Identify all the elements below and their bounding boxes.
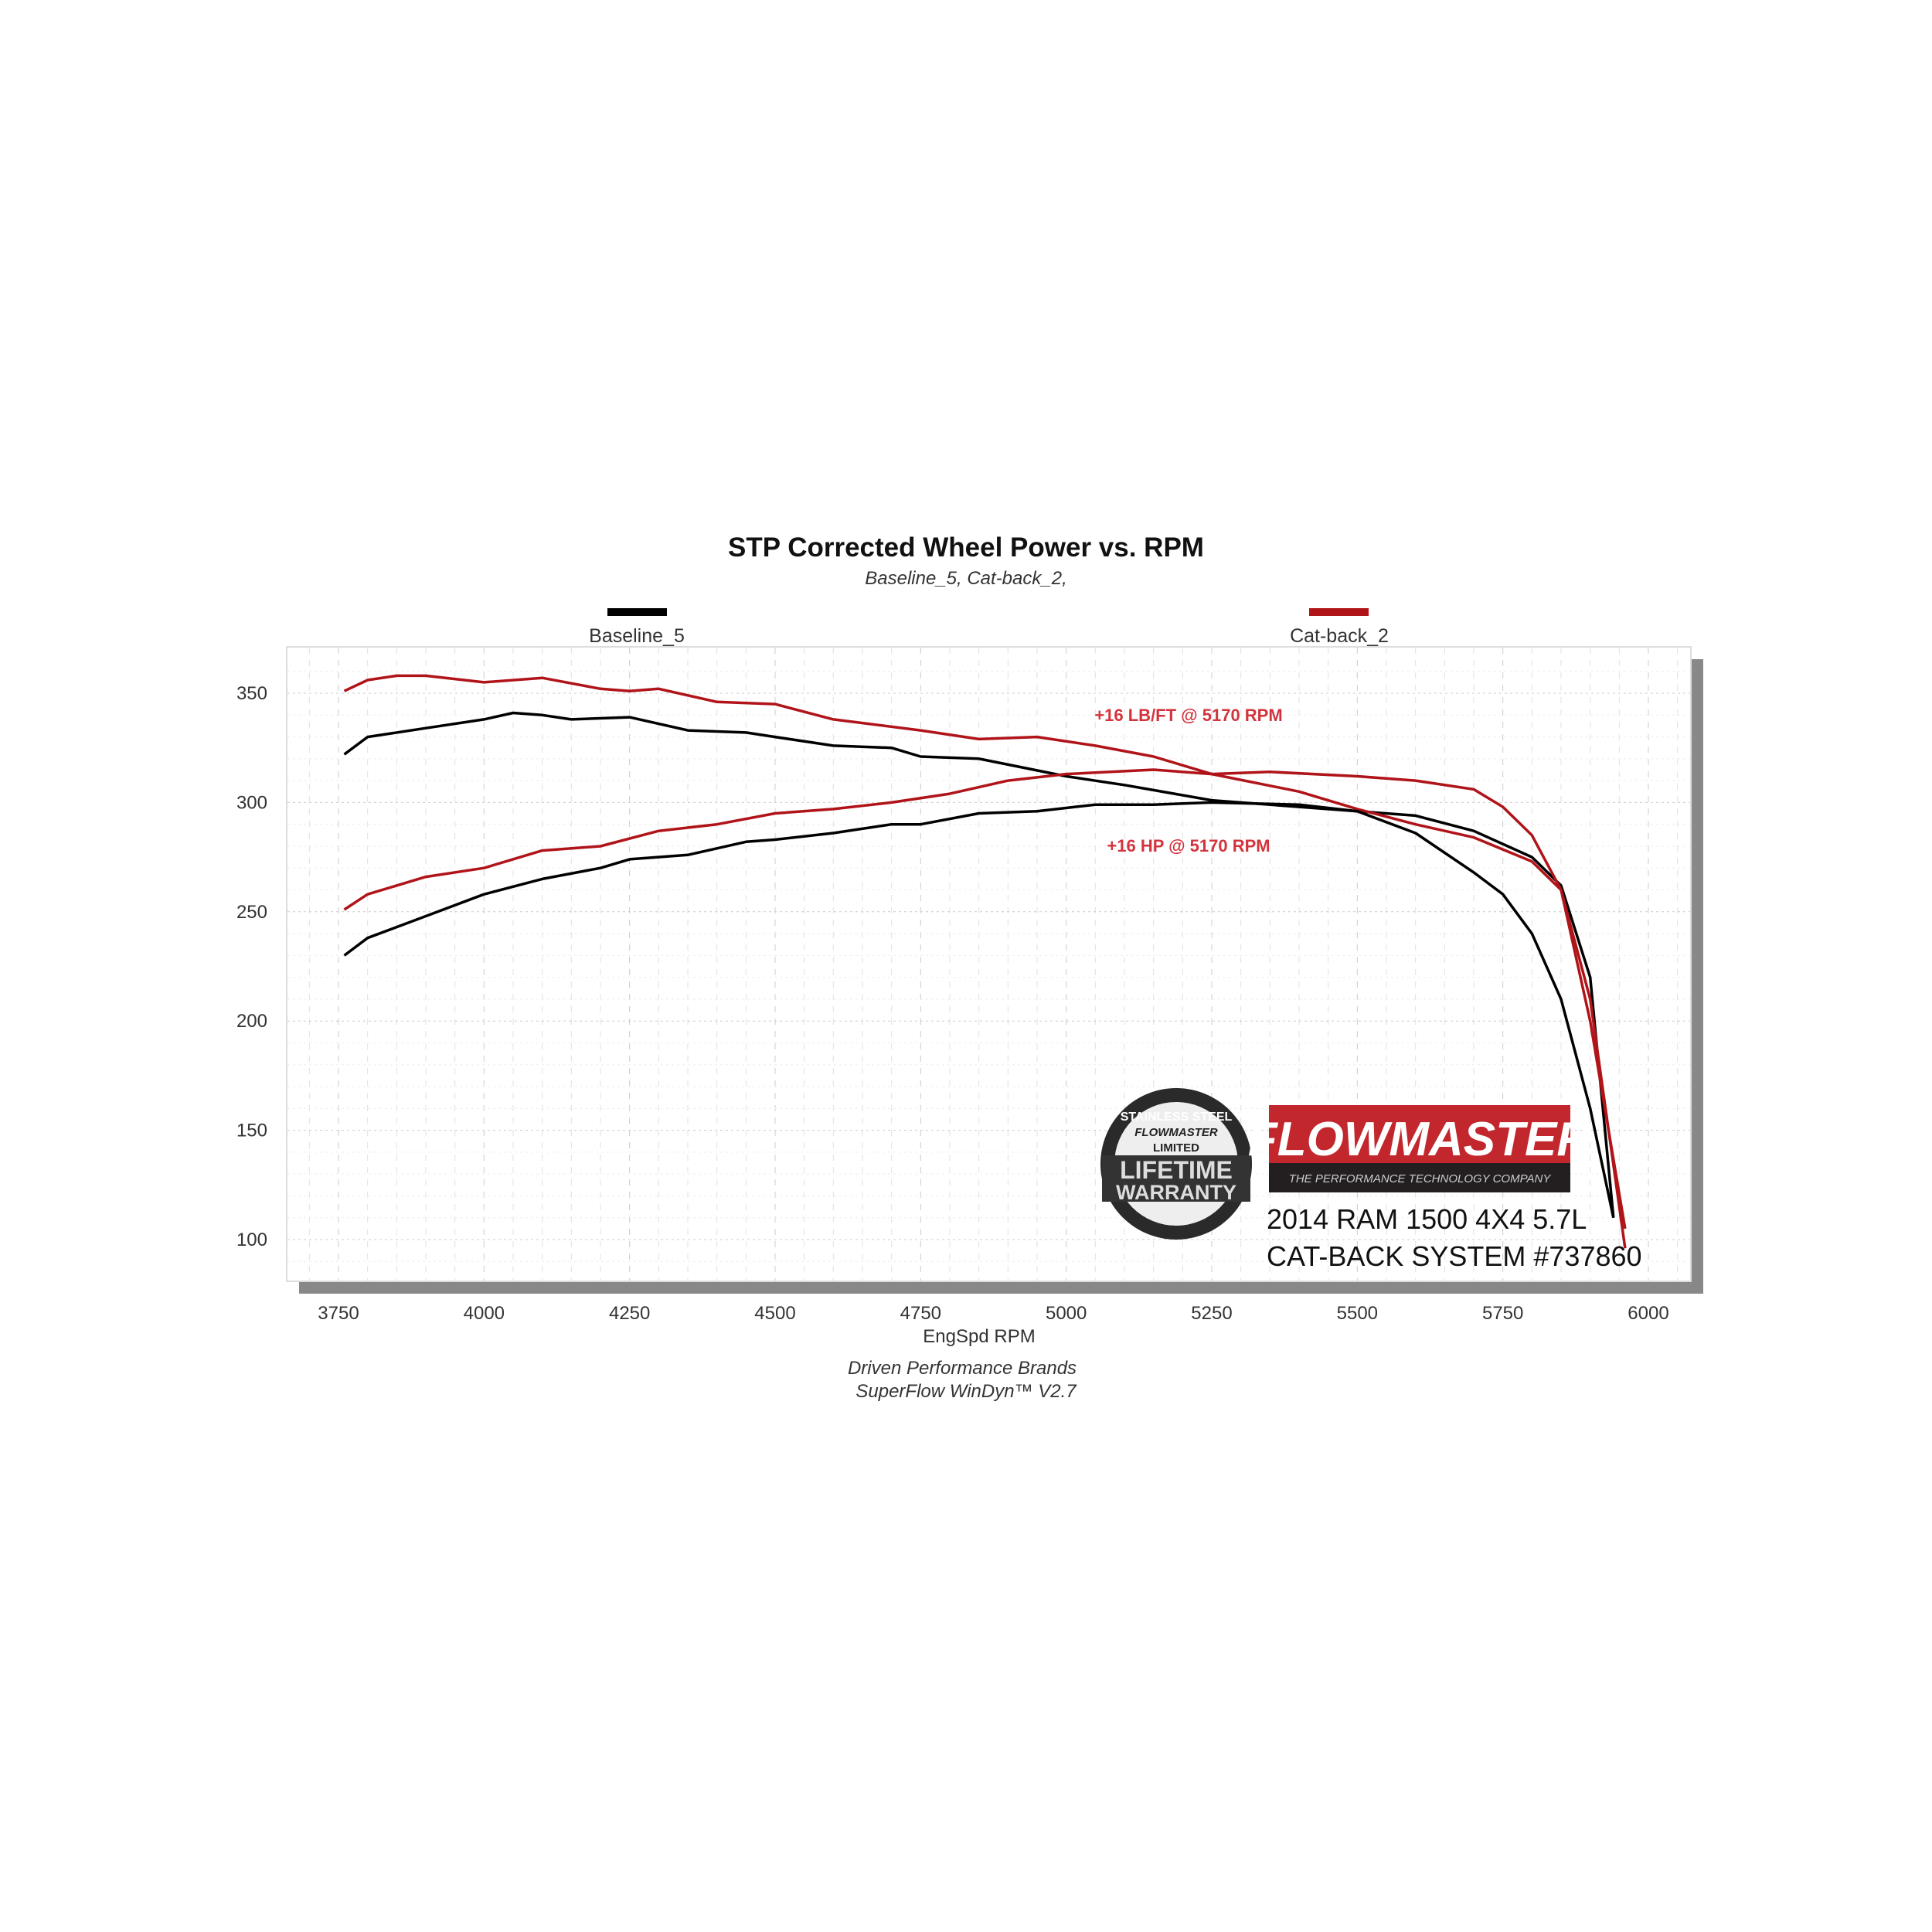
series-line-cat-back-2-3 [343, 768, 1627, 1230]
system-caption: CAT-BACK SYSTEM #737860 [1267, 1240, 1642, 1272]
torque-gain-annotation: +16 LB/FT @ 5170 RPM [1094, 706, 1282, 725]
legend-swatch-baseline [607, 608, 667, 616]
x-tick-label: 4000 [464, 1303, 505, 1324]
legend-label-baseline: Baseline_5 [589, 625, 685, 647]
svg-text:FLOWMASTER: FLOWMASTER [1248, 1113, 1591, 1166]
y-tick-label: 150 [236, 1121, 267, 1141]
x-tick-label: 4500 [754, 1303, 795, 1324]
y-tick-label: 350 [236, 683, 267, 704]
footer-software: SuperFlow WinDyn™ V2.7 [855, 1381, 1077, 1402]
svg-text:LIFETIME: LIFETIME [1120, 1156, 1233, 1184]
chart-subtitle: Baseline_5, Cat-back_2, [865, 568, 1067, 589]
y-axis: 100 150 200 250 300 350 [236, 683, 267, 1250]
hp-gain-annotation: +16 HP @ 5170 RPM [1107, 836, 1270, 855]
svg-text:WARRANTY: WARRANTY [1116, 1181, 1236, 1204]
svg-text:LIMITED: LIMITED [1153, 1141, 1199, 1155]
x-tick-label: 6000 [1628, 1303, 1668, 1324]
x-tick-label: 5250 [1191, 1303, 1232, 1324]
x-axis-label: EngSpd RPM [923, 1326, 1035, 1347]
x-tick-label: 5500 [1337, 1303, 1378, 1324]
series-line-baseline-5-2 [343, 801, 1615, 1219]
vehicle-caption: 2014 RAM 1500 4X4 5.7L [1267, 1203, 1587, 1235]
series-lines [343, 674, 1627, 1249]
series-line-cat-back-2-1 [343, 674, 1627, 1249]
svg-text:THE PERFORMANCE TECHNOLOGY COM: THE PERFORMANCE TECHNOLOGY COMPANY [1289, 1172, 1552, 1185]
x-tick-label: 3750 [318, 1303, 359, 1324]
svg-text:STAINLESS STEEL: STAINLESS STEEL [1121, 1111, 1233, 1124]
svg-text:FLOWMASTER: FLOWMASTER [1134, 1126, 1218, 1139]
series-line-baseline-5-0 [343, 711, 1615, 1218]
y-tick-label: 300 [236, 792, 267, 813]
footer-company: Driven Performance Brands [848, 1358, 1077, 1379]
y-tick-label: 100 [236, 1230, 267, 1250]
x-tick-label: 4750 [900, 1303, 941, 1324]
y-tick-label: 250 [236, 902, 267, 923]
warranty-logo: STAINLESS STEEL FLOWMASTER LIMITED LIFET… [1100, 1088, 1252, 1240]
legend-swatch-catback [1309, 608, 1369, 616]
x-tick-label: 5750 [1482, 1303, 1523, 1324]
flowmaster-logo: FLOWMASTER THE PERFORMANCE TECHNOLOGY CO… [1248, 1105, 1591, 1192]
y-tick-label: 200 [236, 1011, 267, 1032]
chart-title: STP Corrected Wheel Power vs. RPM [728, 532, 1204, 563]
legend-label-catback: Cat-back_2 [1290, 625, 1389, 647]
x-tick-label: 5000 [1046, 1303, 1087, 1324]
x-tick-label: 4250 [609, 1303, 650, 1324]
x-axis: 3750 4000 4250 4500 4750 5000 5250 5500 5750 6000 [318, 1303, 1668, 1324]
